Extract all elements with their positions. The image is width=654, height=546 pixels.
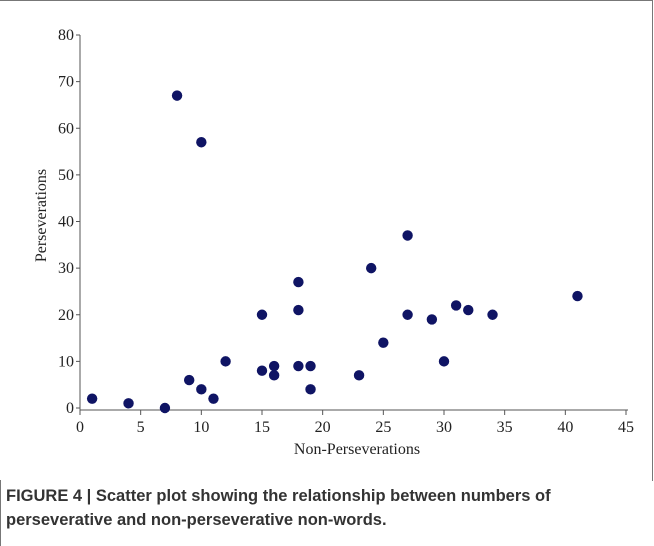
data-point <box>572 290 583 302</box>
data-point <box>268 360 280 372</box>
data-point <box>196 137 207 148</box>
data-point <box>171 90 183 101</box>
x-tick-label: 45 <box>618 419 634 436</box>
data-point <box>353 370 365 381</box>
caption-accent-bar <box>0 480 1 546</box>
data-point <box>220 356 231 367</box>
x-tick-label: 20 <box>315 419 331 436</box>
y-tick-label: 60 <box>58 120 74 137</box>
data-point <box>402 309 413 320</box>
y-tick-label: 20 <box>58 307 74 324</box>
figure-frame <box>0 0 653 481</box>
data-point <box>438 356 450 367</box>
scatter-plot: 0 10 20 30 40 50 60 70 80 0 5 10 15 20 25 30 35 40 45 Non… <box>33 27 634 458</box>
x-tick-label: 15 <box>254 419 270 436</box>
x-tick-label: 5 <box>137 419 145 436</box>
data-point <box>366 262 377 274</box>
data-point <box>450 300 462 311</box>
y-axis-title: Perseverations <box>33 169 50 262</box>
data-point <box>123 398 134 409</box>
x-axis-title: Non-Perseverations <box>294 441 420 458</box>
data-point <box>378 337 389 348</box>
y-tick-label: 70 <box>58 74 74 91</box>
x-tick-label: 40 <box>557 419 573 436</box>
x-tick-label: 35 <box>497 419 513 436</box>
data-point <box>184 374 195 386</box>
data-point <box>159 402 171 414</box>
data-points <box>86 90 583 414</box>
y-tick-label: 0 <box>66 400 74 417</box>
x-axis: 0 5 10 15 20 25 30 35 40 45 <box>76 409 634 436</box>
data-point <box>268 370 280 381</box>
y-tick-label: 50 <box>58 167 74 184</box>
x-tick-label: 10 <box>193 419 209 436</box>
data-point <box>402 230 413 241</box>
x-tick-label: 25 <box>375 419 391 436</box>
data-point <box>256 309 268 320</box>
data-point <box>196 384 207 395</box>
data-point <box>293 360 304 372</box>
y-tick-label: 80 <box>58 27 74 44</box>
data-point <box>293 276 304 288</box>
y-axis: 0 10 20 30 40 50 60 70 80 <box>58 27 81 417</box>
data-point <box>86 393 98 404</box>
data-point <box>208 393 219 404</box>
data-point <box>256 365 268 376</box>
data-point <box>293 304 304 316</box>
data-point <box>463 304 474 316</box>
data-point <box>487 309 498 320</box>
y-tick-label: 40 <box>58 214 74 231</box>
x-tick-label: 30 <box>436 419 452 436</box>
data-point <box>426 314 438 325</box>
y-tick-label: 10 <box>58 353 74 370</box>
data-point <box>305 360 316 372</box>
data-point <box>305 384 316 395</box>
x-tick-label: 0 <box>76 419 84 436</box>
figure-caption: FIGURE 4 | Scatter plot showing the rela… <box>6 487 551 529</box>
y-tick-label: 30 <box>58 260 74 277</box>
